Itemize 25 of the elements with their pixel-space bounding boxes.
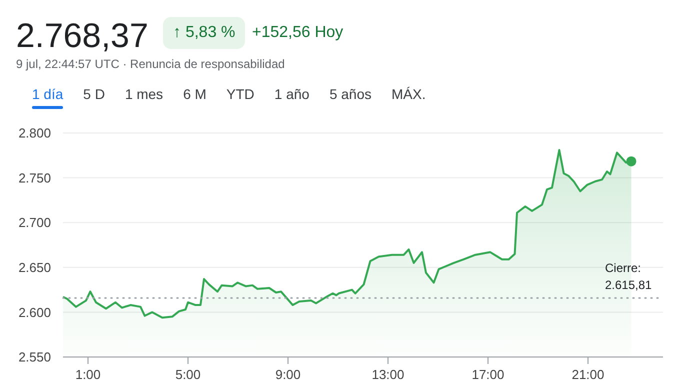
- ref-line-label: Cierre: 2.615,81: [605, 261, 652, 292]
- text: +152,56 Hoy: [252, 23, 344, 43]
- text: MÁX.: [390, 85, 427, 104]
- chart-title: 2.768,37: [16, 16, 148, 57]
- x-tick-label: 1:00: [75, 367, 101, 382]
- x-tick-label: 13:00: [372, 367, 404, 382]
- text: 6 M: [182, 85, 208, 104]
- y-tick-label: 2.750: [18, 170, 51, 186]
- text: 1 día: [31, 85, 64, 104]
- x-tick-label: 9:00: [275, 367, 301, 382]
- text: YTD: [225, 85, 256, 104]
- y-tick-label: 2.650: [18, 260, 51, 276]
- x-tick-label: 17:00: [472, 367, 504, 382]
- text: 1 año: [273, 85, 310, 104]
- text: 9 jul, 22:44:57 UTC · Renuncia de responsabilidad: [16, 57, 285, 71]
- y-tick-label: 2.800: [18, 126, 51, 141]
- text: ↑ 5,83 %: [163, 17, 246, 49]
- y-tick-label: 2.550: [18, 350, 51, 365]
- x-tick-label: 21:00: [572, 367, 604, 382]
- text: 5 D: [82, 85, 106, 104]
- x-tick-label: 5:00: [175, 367, 201, 382]
- text: 5 años: [328, 85, 372, 104]
- text: 1 mes: [124, 85, 164, 104]
- y-tick-label: 2.600: [18, 304, 51, 320]
- y-tick-label: 2.700: [18, 215, 51, 230]
